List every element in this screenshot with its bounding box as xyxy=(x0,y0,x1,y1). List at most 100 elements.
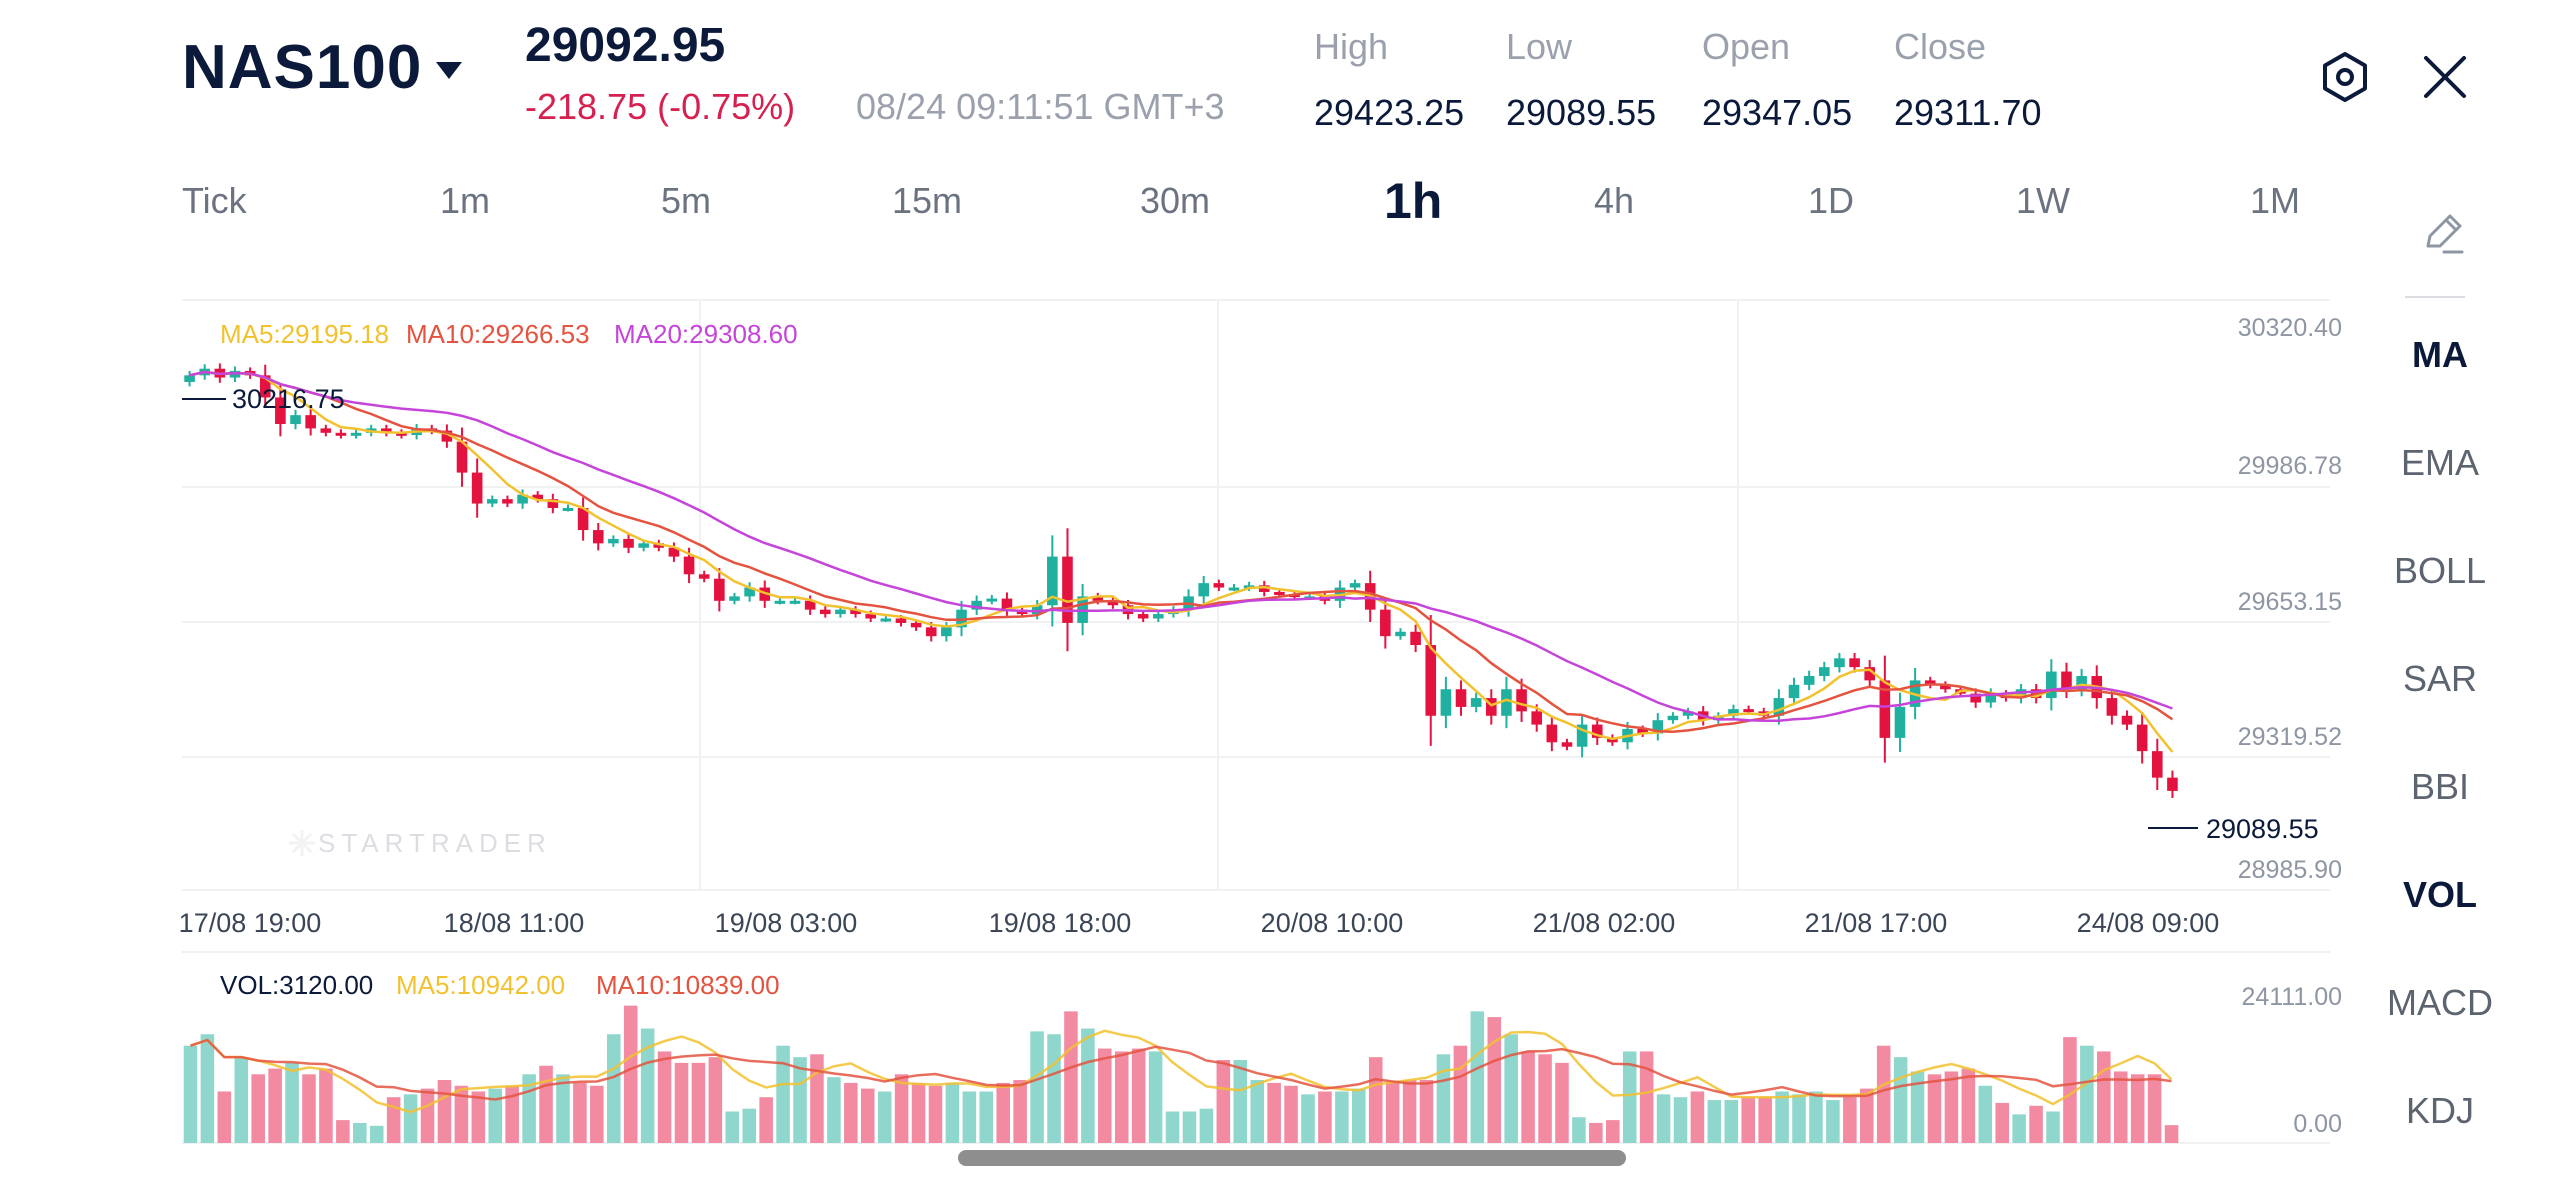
candle-body xyxy=(1894,706,1906,738)
tab-1mo[interactable]: 1M xyxy=(2250,180,2301,221)
volume-bar xyxy=(1843,1097,1857,1143)
candle-body xyxy=(1228,587,1240,591)
symbol-selector[interactable]: NAS100 xyxy=(182,32,463,103)
hexagon-settings-icon[interactable] xyxy=(2318,50,2372,104)
stat-label: Close xyxy=(1894,26,1987,67)
volume-bar xyxy=(200,1034,215,1143)
volume-bar xyxy=(623,1005,638,1143)
volume-bar xyxy=(2130,1074,2145,1143)
volume-bar xyxy=(877,1091,892,1143)
candle-body xyxy=(1561,742,1573,747)
volume-bar xyxy=(2113,1071,2128,1143)
volume-bar xyxy=(945,1082,960,1143)
candle-body xyxy=(381,428,392,433)
tab-30m[interactable]: 30m xyxy=(1140,180,1211,221)
tab-1h[interactable]: 1h xyxy=(1384,173,1443,229)
chart-area[interactable]: STARTRADER 30320.40 29986.78 29653.15 29319… xyxy=(0,0,2360,1177)
candle-body xyxy=(1818,667,1830,676)
vol-legend-ma5: MA5:10942.00 xyxy=(396,970,565,1000)
high-marker-label: 30216.75 xyxy=(232,384,345,414)
volume-bar xyxy=(1114,1051,1129,1143)
tab-1d[interactable]: 1D xyxy=(1808,180,1855,221)
volume-bar xyxy=(2012,1114,2026,1143)
candle-body xyxy=(320,428,332,433)
candle-body xyxy=(804,600,816,610)
volume-bar xyxy=(1470,1011,1485,1143)
stat-value: 29311.70 xyxy=(1894,92,2042,133)
candle-body xyxy=(1349,583,1361,588)
volume-bar xyxy=(2063,1037,2077,1143)
volume-bar xyxy=(962,1091,977,1143)
volume-bar xyxy=(2029,1105,2043,1143)
watermark-star-ray xyxy=(291,832,313,854)
volume-bar xyxy=(234,1057,249,1143)
volume-bar xyxy=(759,1097,773,1143)
indicator-vol[interactable]: VOL xyxy=(2402,874,2477,915)
candle-body xyxy=(1546,724,1558,743)
volume-bar xyxy=(2097,1051,2111,1143)
indicator-boll[interactable]: BOLL xyxy=(2393,550,2487,591)
tab-1w[interactable]: 1W xyxy=(2016,180,2070,221)
volume-bar xyxy=(1504,1034,1518,1143)
volume-bar xyxy=(505,1085,519,1143)
y-tick-label: 29653.15 xyxy=(2238,588,2342,616)
volume-bar xyxy=(1453,1045,1468,1143)
volume-bar xyxy=(268,1068,282,1143)
volume-bar xyxy=(590,1085,604,1143)
tab-1m[interactable]: 1m xyxy=(440,180,491,221)
volume-bar xyxy=(1826,1100,1840,1143)
tab-15m[interactable]: 15m xyxy=(892,180,963,221)
tab-tick[interactable]: Tick xyxy=(182,180,247,221)
volume-bar xyxy=(1318,1091,1332,1143)
candle-body xyxy=(1940,684,1951,690)
indicator-sar[interactable]: SAR xyxy=(2402,658,2478,699)
x-tick-label: 21/08 02:00 xyxy=(1533,908,1676,938)
candle-body xyxy=(819,609,831,615)
volume-bar xyxy=(996,1082,1010,1143)
volume-bar xyxy=(285,1062,299,1143)
volume-bar xyxy=(302,1074,316,1143)
volume-bar xyxy=(1538,1054,1552,1143)
candle-body xyxy=(1410,631,1421,646)
candle-body xyxy=(1682,711,1694,716)
close-icon[interactable] xyxy=(2420,52,2470,102)
candle-body xyxy=(2106,698,2118,716)
ma-lines xyxy=(189,370,2174,753)
volume-bar xyxy=(1250,1080,1264,1143)
candle-body xyxy=(895,618,907,623)
indicator-kdj[interactable]: KDJ xyxy=(2405,1090,2474,1131)
candle-body xyxy=(623,538,634,548)
horizontal-scrollbar[interactable] xyxy=(958,1150,1626,1166)
volume-bar xyxy=(1352,1088,1366,1143)
stat-value: 29347.05 xyxy=(1702,92,1853,133)
candle-body xyxy=(865,614,877,619)
indicator-bbi[interactable]: BBI xyxy=(2410,766,2470,807)
indicator-macd[interactable]: MACD xyxy=(2387,982,2493,1023)
volume-bar xyxy=(1368,1057,1383,1143)
volume-bar xyxy=(1707,1100,1722,1143)
volume-bar xyxy=(1385,1082,1400,1143)
indicator-ma[interactable]: MA xyxy=(2412,334,2468,375)
volume-bar xyxy=(1335,1091,1349,1143)
tab-5m[interactable]: 5m xyxy=(661,180,712,221)
volume-bar xyxy=(1758,1097,1772,1143)
volume-bar xyxy=(488,1088,503,1143)
volume-bar xyxy=(1267,1082,1281,1143)
volume-bar xyxy=(844,1082,858,1143)
tab-4h[interactable]: 4h xyxy=(1594,180,1635,221)
volume-bar xyxy=(1876,1045,1891,1143)
candle-body xyxy=(986,598,998,602)
volume-bar xyxy=(1893,1057,1908,1143)
candle-body xyxy=(1198,583,1210,597)
candle-body xyxy=(259,375,271,398)
pencil-icon[interactable] xyxy=(2418,208,2468,258)
candle-body xyxy=(1743,709,1754,713)
volume-bar xyxy=(793,1057,807,1143)
stat-label: Open xyxy=(1702,26,1791,67)
candle-body xyxy=(2121,715,2133,725)
indicator-ema[interactable]: EMA xyxy=(2400,442,2479,483)
vol-ma5-line xyxy=(190,1029,2173,1114)
volume-bar xyxy=(1284,1085,1298,1143)
stat-label: Low xyxy=(1506,26,1573,67)
volume-bar xyxy=(827,1077,841,1143)
